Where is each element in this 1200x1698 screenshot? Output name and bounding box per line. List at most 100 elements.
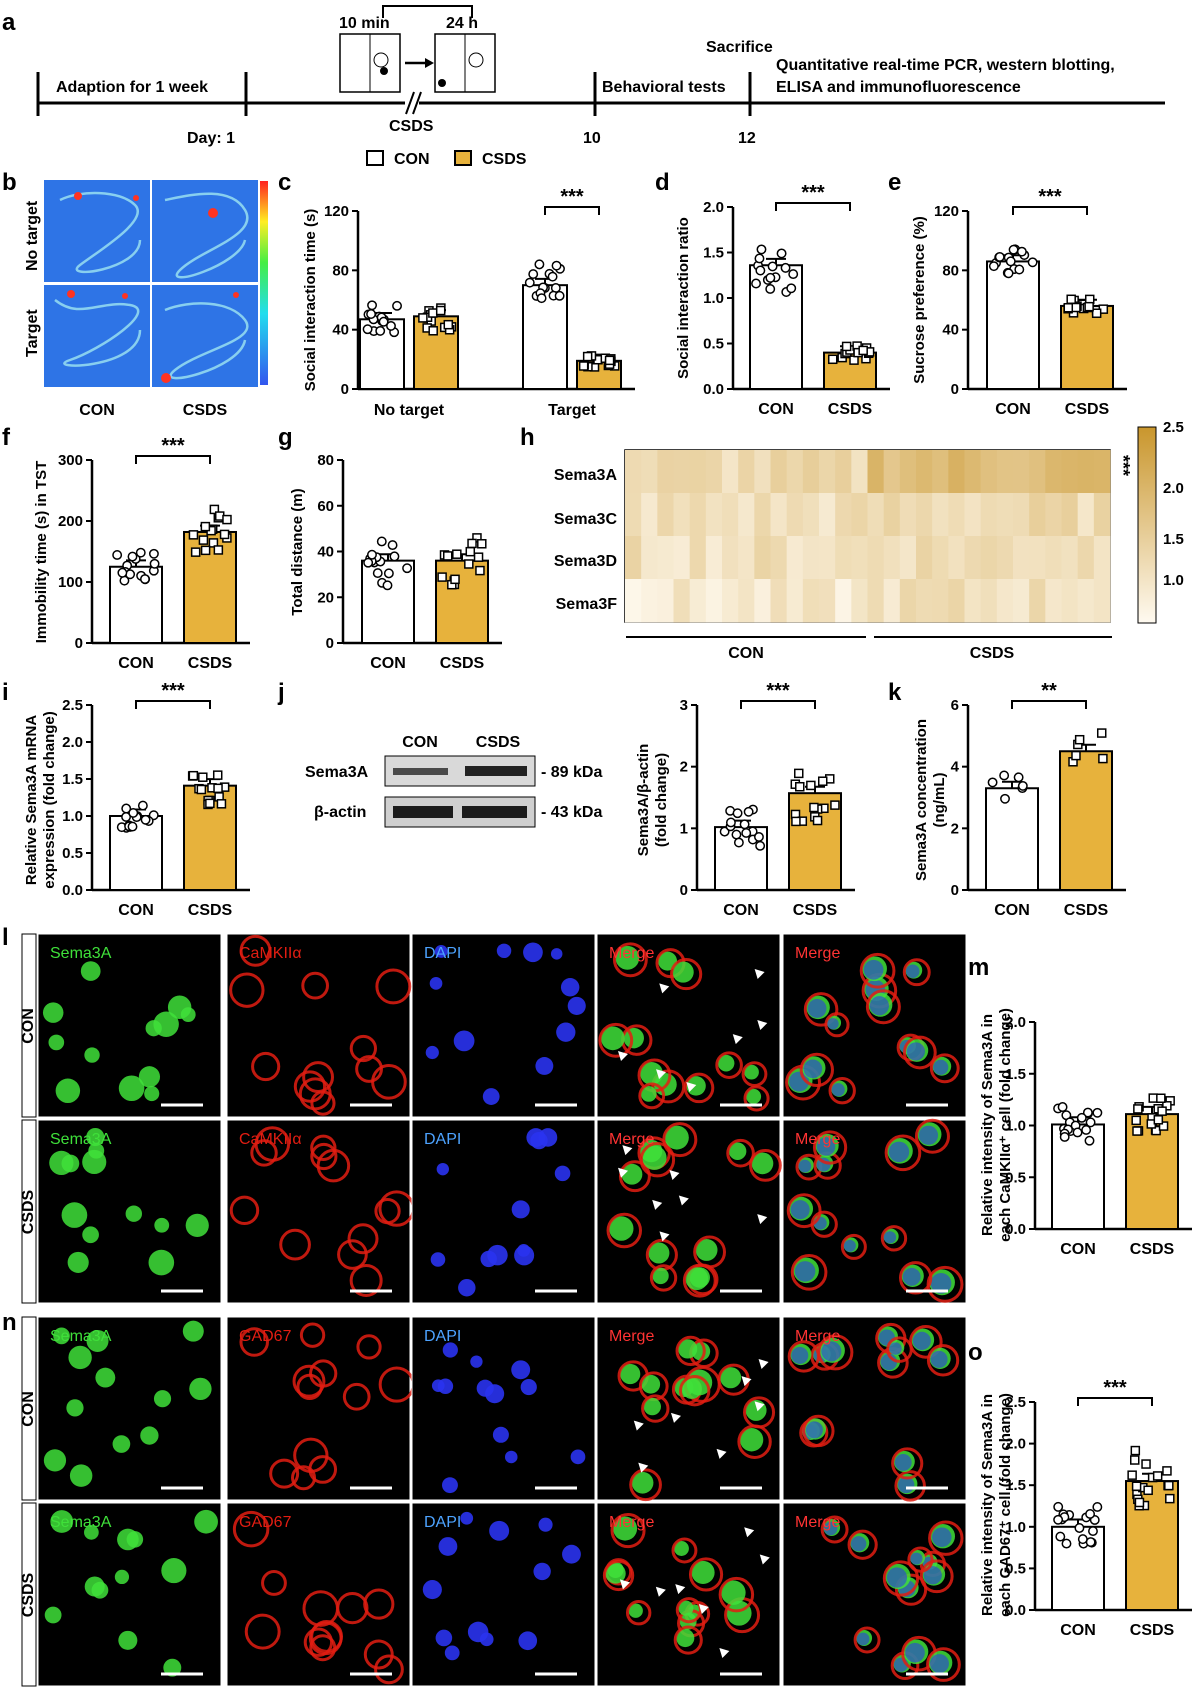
data-point (1127, 1470, 1137, 1480)
heatmap-cell (819, 579, 836, 623)
data-point (1053, 1514, 1064, 1525)
data-point (1134, 1497, 1145, 1508)
heatmap-cell (1077, 450, 1095, 494)
heatmap-cell (1029, 450, 1046, 494)
data-point (1013, 772, 1024, 783)
data-point (452, 549, 462, 559)
significance-label: *** (801, 182, 825, 204)
channel-label: Merge (795, 1328, 840, 1345)
y-tick-label: 1.5 (703, 245, 724, 262)
data-point (1076, 1112, 1087, 1123)
timeline-behavior: Behavioral tests (602, 79, 726, 96)
channel-label: Merge (609, 945, 654, 962)
micrograph: DAPI (411, 1119, 596, 1304)
arrowhead-icon (659, 983, 670, 994)
data-point (1143, 1485, 1153, 1496)
data-point (751, 278, 761, 289)
data-point (1071, 302, 1081, 313)
micrograph: Sema3A (37, 933, 222, 1118)
channel-label: DAPI (424, 1131, 461, 1148)
y-tick-label: 2 (951, 820, 959, 837)
data-point (1081, 1125, 1092, 1135)
channel-label: Sema3A (50, 1328, 112, 1345)
panel-letter-o: o (968, 1339, 983, 1366)
data-point (205, 798, 215, 809)
micrograph: Merge (782, 1502, 967, 1687)
heatmap-cell (754, 493, 771, 537)
data-point (1098, 753, 1108, 764)
heatmap-cell (705, 579, 723, 623)
heatmap-cell (996, 493, 1014, 537)
heatmap-cell (802, 450, 820, 494)
y-axis-label: Social interaction ratio (675, 217, 692, 379)
heatmap-cell (625, 450, 642, 494)
heatmap-cell (657, 579, 674, 623)
data-point (1132, 1126, 1142, 1136)
channel-label: GAD67 (239, 1514, 292, 1531)
heatmap-cell (1029, 579, 1046, 623)
arrowhead-icon (619, 1579, 630, 1590)
heatmap-cell (738, 493, 755, 537)
data-point (366, 309, 377, 319)
heatmap-cell (964, 450, 982, 494)
data-point (198, 772, 208, 782)
micrograph: GAD67 (226, 1316, 415, 1501)
heatmap-cell (738, 536, 755, 580)
significance-bracket (740, 700, 816, 709)
heatmap-cell (770, 579, 788, 623)
heatmap-csds: CSDS (970, 645, 1015, 662)
data-point (604, 355, 615, 366)
heatmap-cell (657, 450, 674, 494)
y-tick-label: 0.5 (1005, 1169, 1026, 1186)
data-point (999, 770, 1010, 781)
significance-bracket (544, 206, 600, 215)
significance-bracket (1011, 700, 1087, 709)
heatmap-colorbar (1137, 426, 1157, 624)
data-point (767, 261, 778, 272)
heatmap-cell (964, 536, 982, 580)
data-point (372, 568, 383, 579)
x-category-label: CON (118, 902, 154, 919)
y-axis-label: (fold change) (653, 753, 670, 847)
data-point (1091, 308, 1102, 318)
x-category-label: CSDS (1130, 1622, 1175, 1639)
chart-m: 0.0 0.5 1.0 1.5 2.0 CON CSDS Relative intensity… (979, 1008, 1192, 1258)
arrowhead-icon (757, 1020, 768, 1031)
channel-label: Merge (795, 945, 840, 962)
chart-f: 0 100 200 300 CON CSDS *** Immobility time (s) … (33, 435, 250, 672)
arrowhead-icon (675, 1584, 686, 1595)
x-category-label: CON (1060, 1622, 1096, 1639)
heatmap-cell (980, 536, 998, 580)
data-point (212, 770, 223, 780)
microscopy-row-label: CSDS (20, 1572, 37, 1617)
y-tick-label: 0.0 (62, 882, 83, 899)
track-col-csds: CSDS (183, 402, 228, 419)
heatmap-cell (689, 450, 707, 494)
micrograph: Merge (596, 1502, 781, 1687)
x-category-label: No target (374, 402, 445, 419)
heatmap-cell (641, 493, 658, 537)
blot-size-89: - 89 kDa (541, 764, 602, 781)
y-axis-label: each CaMKIIα⁺ cell (fold change) (997, 1008, 1014, 1242)
panel-letter-n: n (2, 1309, 17, 1336)
heatmap-cell (689, 493, 707, 537)
x-category-label: CSDS (828, 401, 873, 418)
data-point (1077, 1534, 1088, 1545)
heatmap-cell (1013, 579, 1030, 623)
y-tick-label: 120 (324, 203, 349, 220)
heatmap-cell (786, 493, 804, 537)
heatmap-cell (819, 450, 836, 494)
heatmap-con: CON (728, 645, 764, 662)
y-axis-label: Social interaction time (s) (302, 209, 319, 392)
x-category-label: CON (758, 401, 794, 418)
y-axis-label: Relative intensity of Sema3A in (979, 1394, 996, 1616)
heatmap-cell (673, 450, 691, 494)
heatmap-tick-25: 2.5 (1163, 419, 1184, 436)
microscopy: Sema3A CaMKIIα DAPI Merge Merge CON Sema3A CaMK… (20, 933, 967, 1687)
heatmap-cell (835, 536, 852, 580)
data-point (731, 829, 742, 840)
heatmap-tick-10: 1.0 (1163, 572, 1184, 589)
y-tick-label: 0.5 (1005, 1560, 1026, 1577)
data-point (1133, 1104, 1143, 1114)
data-point (428, 308, 438, 318)
